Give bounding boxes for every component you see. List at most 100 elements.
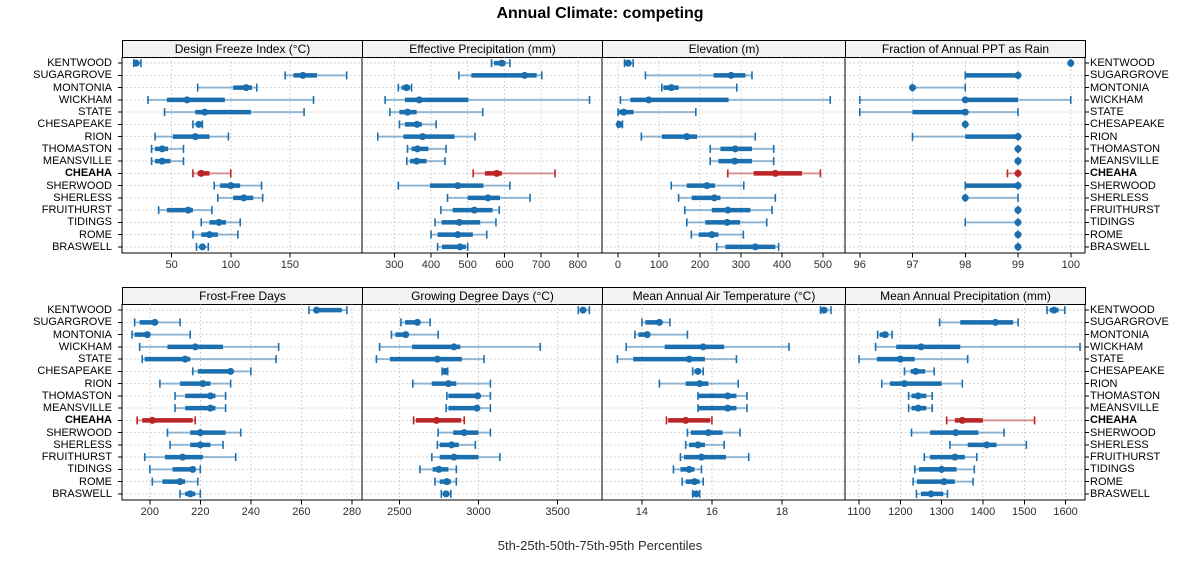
median-dot: [195, 120, 203, 128]
median-dot: [206, 404, 214, 412]
panel: 1100 1200 1300 1400 1500 1600: [844, 304, 1086, 518]
median-dot: [191, 343, 199, 351]
axis-tick-label: 150: [281, 259, 299, 271]
percentile-row: [658, 379, 740, 388]
median-dot: [927, 490, 935, 498]
site-label-left: CHEAHA: [64, 414, 112, 427]
axis-tick-label: 100: [1062, 259, 1080, 271]
median-dot: [450, 343, 458, 351]
panel: 2500 3000 3500: [361, 304, 603, 518]
median-dot: [183, 96, 191, 104]
site-label-right: WICKHAM: [1090, 340, 1144, 353]
median-dot: [727, 71, 735, 79]
percentile-row: [683, 206, 773, 215]
median-dot: [413, 145, 421, 153]
percentile-row: [907, 391, 933, 400]
median-dot: [991, 318, 999, 326]
median-dot: [881, 331, 889, 339]
panel-strip-title: Mean Annual Precipitation (mm): [880, 289, 1051, 303]
site-label-left: RION: [84, 130, 113, 143]
site-label-right: BRASWELL: [1090, 487, 1150, 500]
panel: 50 100 150: [121, 57, 363, 271]
axis-tick-label: 2500: [387, 506, 411, 518]
percentile-row: [1014, 242, 1022, 251]
axis-tick-label: 200: [141, 506, 159, 518]
site-label-left: TIDINGS: [67, 463, 112, 476]
median-dot: [667, 84, 675, 92]
median-dot: [448, 441, 456, 449]
site-label-right: STATE: [1090, 106, 1124, 118]
median-dot: [1050, 306, 1058, 314]
percentile-row: [431, 453, 501, 462]
site-label-right: CHESAPEAKE: [1090, 365, 1165, 378]
median-dot: [419, 133, 427, 141]
percentile-row: [623, 59, 634, 68]
site-label-left: FRUITHURST: [41, 204, 112, 216]
percentile-row: [446, 391, 492, 400]
axis-tick-label: 1400: [971, 506, 995, 518]
percentile-row: [169, 440, 224, 449]
site-label-right: SHERWOOD: [1090, 179, 1156, 192]
percentile-row: [1014, 157, 1022, 166]
median-dot: [201, 108, 209, 116]
median-dot: [961, 96, 969, 104]
axis-tick-label: 0: [615, 259, 621, 271]
percentile-row: [308, 306, 348, 315]
percentile-row: [195, 242, 210, 251]
median-dot: [433, 355, 441, 363]
median-dot: [938, 465, 946, 473]
percentile-row: [150, 157, 185, 166]
axis-tick-label: 700: [532, 259, 550, 271]
site-label-left: WICKHAM: [58, 93, 112, 106]
percentile-row: [909, 83, 967, 92]
percentile-row: [284, 71, 348, 80]
median-dot: [1014, 182, 1022, 190]
median-dot: [1014, 157, 1022, 165]
percentile-row: [166, 428, 242, 437]
axis-tick-label: 97: [906, 259, 918, 271]
median-dot: [710, 194, 718, 202]
axis-tick-label: 1500: [1012, 506, 1036, 518]
median-dot: [441, 367, 449, 375]
median-dot: [696, 380, 704, 388]
percentile-row: [907, 404, 933, 413]
median-dot: [413, 120, 421, 128]
panel-strip: Mean Annual Air Temperature (°C): [602, 287, 846, 305]
median-dot: [1014, 231, 1022, 239]
median-dot: [685, 355, 693, 363]
median-dot: [645, 96, 653, 104]
percentile-row: [686, 428, 741, 437]
percentile-row: [430, 230, 488, 239]
percentile-row: [617, 108, 697, 117]
panel-strip-title: Mean Annual Air Temperature (°C): [632, 289, 816, 303]
site-label-left: MONTONIA: [52, 81, 112, 94]
percentile-row: [390, 330, 439, 339]
site-label-right: RION: [1090, 377, 1118, 390]
median-dot: [624, 59, 632, 67]
median-dot: [473, 404, 481, 412]
median-dot: [158, 145, 166, 153]
percentile-row: [445, 404, 492, 413]
median-dot: [415, 96, 423, 104]
median-dot: [470, 206, 478, 214]
median-dot: [196, 441, 204, 449]
percentile-row: [397, 181, 511, 190]
median-dot: [498, 59, 506, 67]
axis-tick-label: 400: [773, 259, 791, 271]
site-label-left: CHEAHA: [64, 167, 112, 180]
site-label-left: BRASWELL: [52, 240, 112, 253]
percentile-row: [441, 367, 449, 376]
percentile-row: [378, 342, 542, 351]
site-label-right: MEANSVILLE: [1090, 402, 1160, 414]
site-label-right: BRASWELL: [1090, 240, 1150, 253]
percentile-row: [434, 477, 458, 486]
site-label-left: SHERWOOD: [46, 179, 112, 192]
median-dot: [620, 108, 628, 116]
panel-strip-title: Frost-Free Days: [199, 289, 286, 303]
axis-tick-label: 18: [776, 506, 788, 518]
percentile-row: [412, 416, 466, 425]
median-dot: [196, 429, 204, 437]
median-dot: [181, 355, 189, 363]
percentile-row: [1046, 306, 1066, 315]
